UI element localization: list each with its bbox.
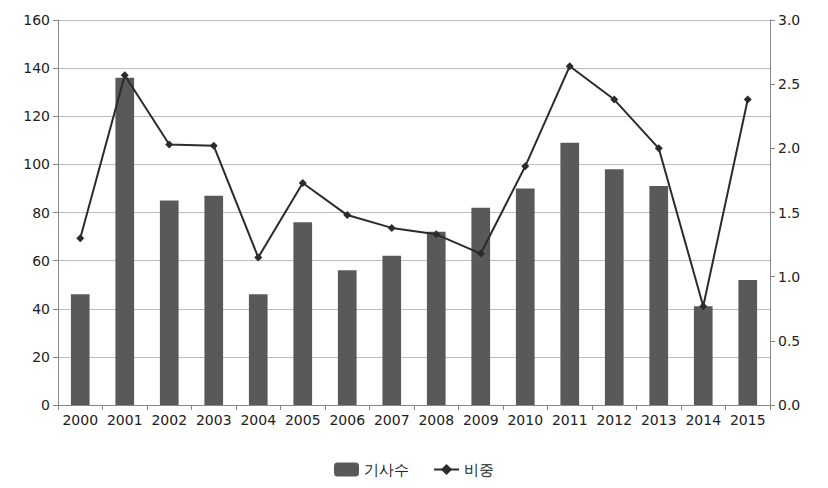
svg-text:비중: 비중 xyxy=(464,461,494,479)
svg-text:0.5: 0.5 xyxy=(778,333,800,349)
svg-text:1.5: 1.5 xyxy=(778,205,800,221)
svg-text:2008: 2008 xyxy=(418,412,454,428)
svg-text:2004: 2004 xyxy=(240,412,276,428)
svg-text:2003: 2003 xyxy=(196,412,232,428)
svg-text:기사수: 기사수 xyxy=(364,461,409,479)
svg-text:1.0: 1.0 xyxy=(778,269,800,285)
svg-text:2009: 2009 xyxy=(463,412,499,428)
svg-text:3.0: 3.0 xyxy=(778,12,800,28)
svg-text:2006: 2006 xyxy=(329,412,365,428)
svg-text:2000: 2000 xyxy=(62,412,98,428)
svg-text:2.0: 2.0 xyxy=(778,140,800,156)
svg-text:2001: 2001 xyxy=(107,412,143,428)
svg-text:20: 20 xyxy=(32,349,50,365)
svg-text:40: 40 xyxy=(32,301,50,317)
svg-text:2015: 2015 xyxy=(730,412,766,428)
svg-text:0.0: 0.0 xyxy=(778,397,800,413)
svg-text:160: 160 xyxy=(23,12,50,28)
svg-text:60: 60 xyxy=(32,253,50,269)
svg-text:2.5: 2.5 xyxy=(778,76,800,92)
svg-text:2007: 2007 xyxy=(374,412,410,428)
svg-text:140: 140 xyxy=(23,60,50,76)
svg-text:2010: 2010 xyxy=(507,412,543,428)
svg-text:2014: 2014 xyxy=(685,412,721,428)
svg-text:0: 0 xyxy=(41,397,50,413)
svg-text:2013: 2013 xyxy=(641,412,677,428)
svg-text:100: 100 xyxy=(23,156,50,172)
svg-text:2002: 2002 xyxy=(151,412,187,428)
svg-text:2005: 2005 xyxy=(285,412,321,428)
svg-text:80: 80 xyxy=(32,205,50,221)
svg-text:2011: 2011 xyxy=(552,412,588,428)
svg-text:120: 120 xyxy=(23,108,50,124)
svg-text:2012: 2012 xyxy=(596,412,632,428)
